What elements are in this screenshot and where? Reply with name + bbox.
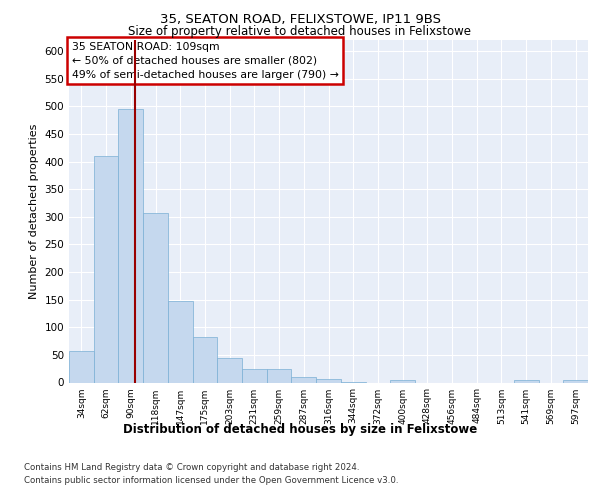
Text: 35, SEATON ROAD, FELIXSTOWE, IP11 9BS: 35, SEATON ROAD, FELIXSTOWE, IP11 9BS	[160, 12, 440, 26]
Text: Distribution of detached houses by size in Felixstowe: Distribution of detached houses by size …	[123, 422, 477, 436]
Bar	[292, 377, 316, 382]
Bar	[69, 351, 94, 382]
Bar	[217, 358, 242, 382]
Bar	[514, 380, 539, 382]
Bar	[390, 380, 415, 382]
Text: 35 SEATON ROAD: 109sqm
← 50% of detached houses are smaller (802)
49% of semi-de: 35 SEATON ROAD: 109sqm ← 50% of detached…	[71, 42, 338, 80]
Text: Contains public sector information licensed under the Open Government Licence v3: Contains public sector information licen…	[24, 476, 398, 485]
Bar	[193, 337, 217, 382]
Bar	[563, 380, 588, 382]
Text: Contains HM Land Registry data © Crown copyright and database right 2024.: Contains HM Land Registry data © Crown c…	[24, 462, 359, 471]
Bar	[242, 369, 267, 382]
Bar	[94, 156, 118, 382]
Bar	[118, 109, 143, 382]
Bar	[316, 378, 341, 382]
Bar	[143, 213, 168, 382]
Bar	[267, 369, 292, 382]
Bar	[168, 300, 193, 382]
Text: Size of property relative to detached houses in Felixstowe: Size of property relative to detached ho…	[128, 25, 472, 38]
Y-axis label: Number of detached properties: Number of detached properties	[29, 124, 39, 299]
